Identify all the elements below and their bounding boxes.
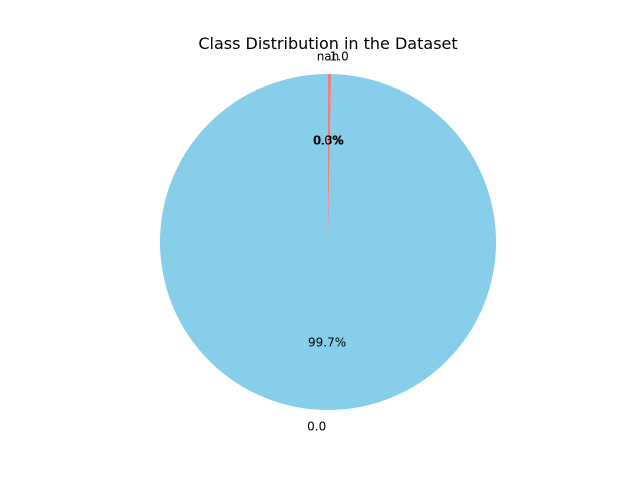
pie-slice-0-0 [159, 74, 496, 410]
pie-slice-1-0 [328, 74, 332, 242]
pie-labels: 0.0 99.7% 1.0 0.3% nan 0.0% [307, 50, 349, 434]
pie-slices [159, 74, 496, 410]
pie-label-1-0: 1.0 [330, 50, 349, 64]
pie-percent-nan: 0.0% [313, 134, 344, 148]
chart-title: Class Distribution in the Dataset [198, 34, 457, 53]
pie-percent-0-0: 99.7% [308, 335, 346, 349]
pie-percent-1-0: 0.3% [314, 134, 345, 148]
pie-label-nan: nan [317, 50, 340, 64]
pie-label-0-0: 0.0 [307, 419, 326, 433]
